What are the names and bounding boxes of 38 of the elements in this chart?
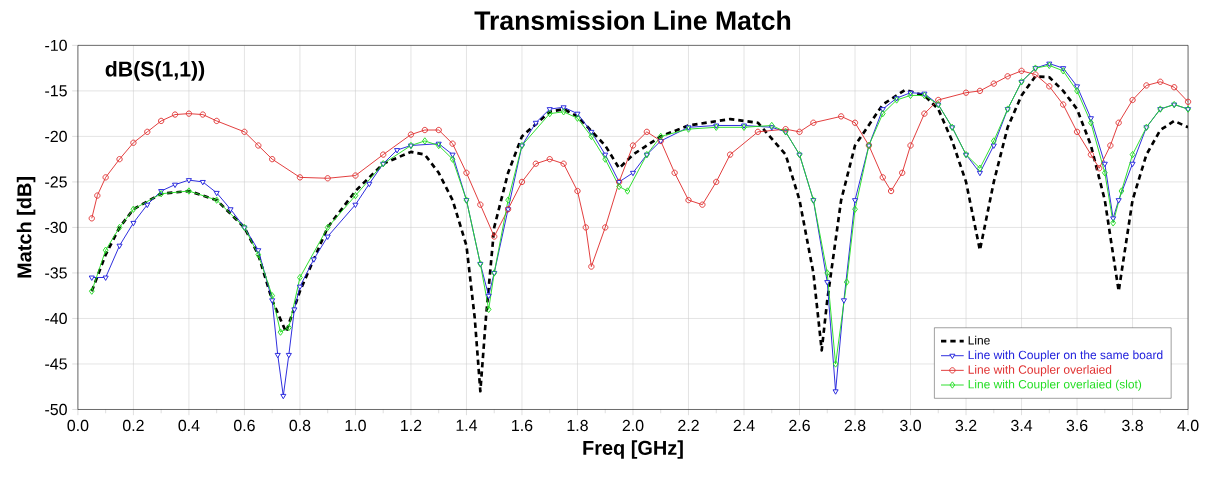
- annotation: dB(S(1,1)): [105, 60, 205, 81]
- y-tick-label: -10: [45, 39, 67, 51]
- x-tick-label: 1.6: [512, 419, 533, 432]
- y-tick-label: -30: [45, 221, 67, 234]
- x-tick-label: 1.4: [456, 419, 478, 431]
- x-tick-label: 0.6: [233, 419, 255, 432]
- x-tick-label: 2.0: [622, 419, 644, 432]
- legend-label: Line: [968, 335, 990, 345]
- x-tick-label: 2.2: [678, 419, 699, 431]
- x-tick-label: 0.4: [178, 419, 200, 432]
- x-tick-label: 1.8: [567, 419, 588, 432]
- x-tick-label: 3.2: [955, 419, 977, 432]
- x-tick-label: 3.8: [1122, 419, 1143, 432]
- y-tick-label: -25: [45, 176, 67, 188]
- legend-label: Line with Coupler overlaied (slot): [968, 379, 1142, 391]
- x-tick-label: 0.0: [67, 419, 89, 432]
- y-tick-label: -35: [45, 267, 67, 279]
- y-tick-label: -40: [45, 312, 67, 325]
- legend-label: Line with Coupler on the same board: [968, 350, 1163, 362]
- x-tick-label: 3.4: [1011, 419, 1033, 432]
- x-tick-label: 2.4: [733, 419, 755, 431]
- y-tick-label: -45: [45, 358, 67, 370]
- y-tick-label: -20: [45, 130, 67, 143]
- x-axis-title: Freq [GHz]: [583, 440, 683, 459]
- x-tick-label: 2.8: [844, 419, 866, 432]
- x-tick-label: 3.0: [900, 419, 921, 432]
- y-axis-title: Match [dB]: [16, 177, 36, 278]
- x-tick-label: 0.2: [122, 419, 144, 432]
- x-tick-label: 1.2: [401, 419, 422, 431]
- chart-title: Transmission Line Match: [474, 10, 791, 31]
- x-tick-label: 1.0: [345, 419, 366, 432]
- y-tick-label: -15: [45, 85, 67, 97]
- y-tick-label: -50: [45, 403, 67, 416]
- legend-label: Line with Coupler overlaied: [968, 365, 1112, 377]
- x-tick-label: 4.0: [1177, 419, 1199, 432]
- x-tick-label: 3.6: [1066, 419, 1088, 432]
- x-tick-label: 2.6: [789, 419, 810, 432]
- x-tick-label: 0.8: [289, 419, 311, 432]
